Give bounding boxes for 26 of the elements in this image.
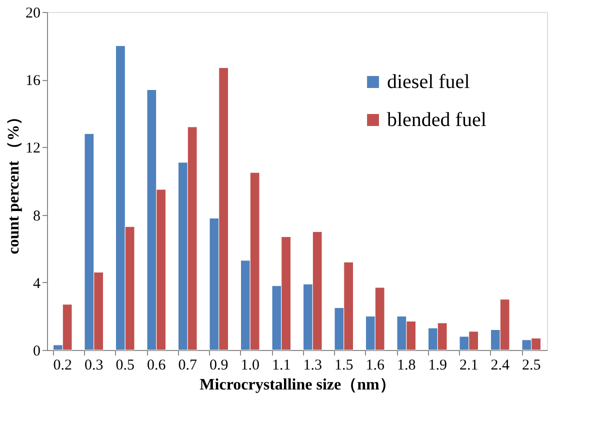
y-tick-label: 0 xyxy=(33,344,40,360)
x-tick-label: 1.6 xyxy=(366,358,385,374)
x-tick-label: 0.6 xyxy=(147,358,166,374)
x-tick-label: 2.4 xyxy=(490,358,510,374)
x-tick-label: 1.5 xyxy=(334,358,354,374)
y-axis-title: count percent （%） xyxy=(6,108,22,254)
x-tick-label: 0.5 xyxy=(116,358,134,374)
x-tick-label: 1.8 xyxy=(397,358,416,374)
x-tick-label: 0.9 xyxy=(210,358,228,374)
y-tick-label: 4 xyxy=(33,276,41,292)
x-tick-label: 0.7 xyxy=(178,358,198,374)
x-tick-label: 1.0 xyxy=(240,358,260,374)
y-tick-label: 16 xyxy=(26,73,41,90)
x-tick-label: 1.3 xyxy=(303,358,322,374)
y-tick-label: 8 xyxy=(33,208,40,224)
y-tick-label: 20 xyxy=(26,6,40,22)
x-tick-label: 2.5 xyxy=(522,358,541,374)
x-tick-label: 2.1 xyxy=(460,358,478,374)
x-tick-label: 0.3 xyxy=(84,358,104,374)
y-tick-label: 12 xyxy=(26,140,40,157)
x-tick-label: 1.9 xyxy=(428,358,447,374)
x-tick-label: 0.2 xyxy=(53,358,72,374)
legend-label: diesel fuel xyxy=(387,71,470,93)
x-axis-title: Microcrystalline size（nm） xyxy=(200,376,396,394)
legend-label: blended fuel xyxy=(387,109,487,131)
x-tick-label: 1.1 xyxy=(272,358,291,374)
